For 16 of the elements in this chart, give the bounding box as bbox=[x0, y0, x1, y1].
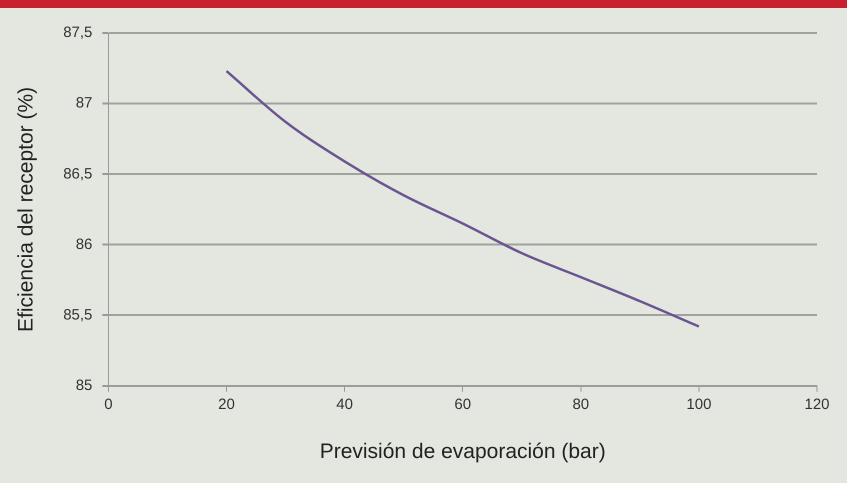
x-tick-label: 0 bbox=[104, 396, 113, 413]
x-tick-label: 80 bbox=[572, 396, 590, 413]
y-tick-label: 87,5 bbox=[63, 24, 92, 42]
y-tick-label: 85 bbox=[76, 376, 92, 394]
y-axis-title: Eficiencia del receptor (%) bbox=[14, 86, 38, 332]
x-tick-label: 100 bbox=[686, 396, 712, 413]
y-tick-label: 86 bbox=[76, 236, 92, 253]
y-tick-label: 87 bbox=[76, 94, 92, 112]
line-series bbox=[225, 70, 700, 328]
x-axis-title: Previsión de evaporación (bar) bbox=[320, 440, 606, 464]
x-tick-label: 20 bbox=[218, 396, 235, 413]
y-tick-label: 85,5 bbox=[63, 306, 92, 324]
x-tick-label: 60 bbox=[454, 396, 472, 413]
x-tick-label: 120 bbox=[804, 396, 830, 413]
x-tick-label: 40 bbox=[336, 396, 353, 413]
y-tick-label: 86,5 bbox=[63, 165, 92, 182]
